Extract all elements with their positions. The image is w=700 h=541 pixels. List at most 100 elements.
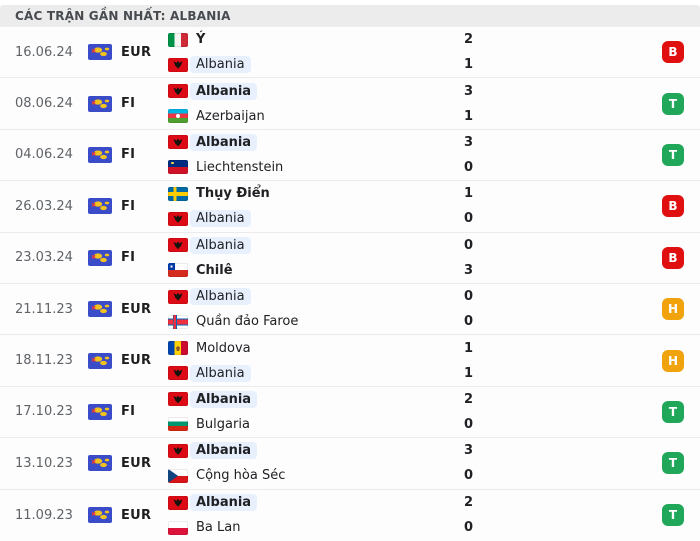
competition: EUR	[88, 301, 168, 318]
match-date: 18.11.23	[15, 353, 73, 369]
albania-flag	[168, 57, 188, 72]
away-team-line: Chilê 3	[168, 260, 480, 281]
competition: FI	[88, 146, 168, 163]
home-team-name: Thụy Điển	[196, 186, 270, 202]
world-competition-icon	[88, 249, 112, 266]
home-team-name: Albania	[190, 82, 258, 100]
italy-flag	[168, 32, 188, 47]
away-team-name: Chilê	[196, 262, 233, 278]
away-team-name: Bulgaria	[196, 416, 250, 432]
world-competition-icon	[88, 455, 112, 472]
home-team-name: Albania	[190, 390, 258, 408]
home-team-line: Albania 3	[168, 132, 480, 153]
away-team-score: 0	[464, 211, 474, 227]
away-team-name: Ba Lan	[196, 520, 241, 536]
match-row[interactable]: 18.11.23 EUR Moldova 1 Albania 1	[0, 335, 700, 387]
albania-flag	[168, 289, 188, 304]
albania-flag	[168, 238, 188, 253]
away-team-score: 3	[464, 262, 474, 278]
home-team-score: 0	[464, 237, 474, 253]
teams-column: Albania 0 Chilê 3	[168, 235, 480, 281]
match-row[interactable]: 04.06.24 FI Albania 3 Liechtenstein 0	[0, 129, 700, 182]
away-team-score: 1	[464, 108, 474, 124]
home-team-name: Albania	[190, 236, 251, 254]
competition-label: FI	[121, 96, 136, 112]
home-team-score: 2	[464, 391, 474, 407]
away-team-line: Quần đảo Faroe 0	[168, 311, 480, 332]
home-team-score: 3	[464, 443, 474, 459]
away-team-line: Ba Lan 0	[168, 517, 480, 538]
away-team-name: Albania	[190, 364, 251, 382]
albania-flag	[168, 135, 188, 150]
home-team-line: Moldova 1	[168, 338, 480, 359]
world-competition-icon	[88, 44, 112, 61]
result-badge: T	[662, 400, 684, 423]
teams-column: Ý 2 Albania 1	[168, 29, 480, 75]
albania-flag	[168, 443, 188, 458]
competition: FI	[88, 249, 168, 266]
match-date: 21.11.23	[15, 301, 73, 317]
poland-flag	[168, 520, 188, 535]
home-team-line: Albania 0	[168, 235, 480, 256]
result-badge: H	[662, 349, 684, 372]
away-team-line: Albania 0	[168, 208, 480, 229]
competition: EUR	[88, 455, 168, 472]
away-team-line: Albania 1	[168, 363, 480, 384]
world-competition-icon	[88, 95, 112, 112]
competition-label: EUR	[121, 507, 152, 523]
azerbaijan-flag	[168, 109, 188, 124]
match-date: 11.09.23	[15, 507, 73, 523]
match-row[interactable]: 21.11.23 EUR Albania 0 Quần đảo Faroe 0	[0, 283, 700, 336]
away-team-score: 0	[464, 314, 474, 330]
match-row[interactable]: 13.10.23 EUR Albania 3 Cộng hòa Séc 0	[0, 438, 700, 490]
home-team-name: Albania	[190, 133, 258, 151]
match-row[interactable]: 26.03.24 FI Thụy Điển 1 Albania 0	[0, 181, 700, 233]
teams-column: Albania 3 Cộng hòa Séc 0	[168, 440, 480, 486]
competition-label: FI	[121, 198, 136, 214]
away-team-line: Albania 1	[168, 54, 480, 75]
competition: EUR	[88, 352, 168, 369]
away-team-name: Cộng hòa Séc	[196, 468, 286, 484]
world-competition-icon	[88, 403, 112, 420]
home-team-score: 3	[464, 83, 474, 99]
teams-column: Albania 0 Quần đảo Faroe 0	[168, 286, 480, 332]
competition-label: EUR	[121, 455, 152, 471]
home-team-line: Ý 2	[168, 29, 480, 50]
world-competition-icon	[88, 507, 112, 524]
match-row[interactable]: 23.03.24 FI Albania 0 Chilê 3 B	[0, 232, 700, 284]
home-team-score: 1	[464, 340, 474, 356]
away-team-name: Liechtenstein	[196, 159, 284, 175]
match-row[interactable]: 16.06.24 EUR Ý 2 Albania 1 B	[0, 27, 700, 79]
result-badge: B	[662, 195, 684, 218]
home-team-line: Albania 2	[168, 492, 480, 513]
result-badge: B	[662, 246, 684, 269]
albania-flag	[168, 392, 188, 407]
home-team-name: Moldova	[196, 340, 251, 356]
competition: FI	[88, 198, 168, 215]
match-date: 13.10.23	[15, 455, 73, 471]
match-row[interactable]: 17.10.23 FI Albania 2 Bulgaria 0	[0, 386, 700, 439]
home-team-line: Albania 3	[168, 440, 480, 461]
faroe-flag	[168, 314, 188, 329]
competition: FI	[88, 95, 168, 112]
competition: EUR	[88, 507, 168, 524]
sweden-flag	[168, 186, 188, 201]
match-row[interactable]: 08.06.24 FI Albania 3 Azerbaijan 1	[0, 78, 700, 130]
competition-label: EUR	[121, 301, 152, 317]
away-team-line: Azerbaijan 1	[168, 106, 480, 127]
czech-flag	[168, 468, 188, 483]
home-team-name: Albania	[190, 288, 251, 306]
match-date: 16.06.24	[15, 44, 73, 60]
match-row[interactable]: 11.09.23 EUR Albania 2 Ba Lan 0 T	[0, 489, 700, 541]
result-badge: T	[662, 92, 684, 115]
home-team-name: Ý	[196, 32, 206, 48]
home-team-score: 3	[464, 134, 474, 150]
competition-label: EUR	[121, 353, 152, 369]
home-team-name: Albania	[190, 494, 258, 512]
competition: FI	[88, 403, 168, 420]
teams-column: Albania 3 Liechtenstein 0	[168, 132, 480, 178]
albania-flag	[168, 84, 188, 99]
home-team-line: Albania 0	[168, 286, 480, 307]
moldova-flag	[168, 341, 188, 356]
teams-column: Thụy Điển 1 Albania 0	[168, 183, 480, 229]
